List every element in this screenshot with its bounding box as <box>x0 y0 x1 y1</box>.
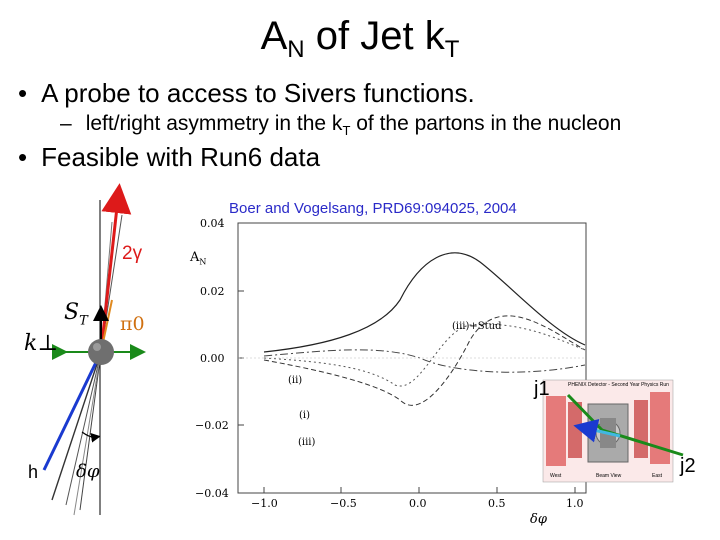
two-gamma-arrow <box>99 183 132 353</box>
ytick-4: −0.02 <box>195 419 229 432</box>
ytick-5: −0.04 <box>195 487 229 500</box>
xtick-2: −0.5 <box>330 497 357 510</box>
label-jet1: j1 <box>534 378 550 400</box>
bullet-sivers: • A probe to access to Sivers functions. <box>18 78 475 108</box>
curve-label-iii: (iii) <box>298 437 316 448</box>
ytick-3: 0.00 <box>200 352 225 365</box>
ytick-2: 0.02 <box>200 285 225 298</box>
detector-east: East <box>652 473 663 479</box>
label-spin: ST <box>64 300 88 329</box>
curve-label-iii-stud: (iii)+Stud <box>452 321 502 332</box>
subbullet-asymmetry: – left/right asymmetry in the kT of the p… <box>60 112 622 139</box>
hadron-arrow <box>42 351 103 471</box>
plot-ylabel: AN <box>190 250 207 267</box>
asymmetry-plot <box>237 222 587 494</box>
detector-header: PHENIX Detector - Second Year Physics Ru… <box>568 382 669 388</box>
slide-title: AN of Jet kT <box>260 14 460 63</box>
curve-label-i: (i) <box>299 410 311 421</box>
kt-arrow <box>573 418 621 443</box>
label-jet2: j2 <box>680 455 696 477</box>
curve-label-ii: (ii) <box>288 375 303 386</box>
plot-xlabel: δφ <box>530 512 547 527</box>
detector-footer: Beam View <box>596 473 622 479</box>
label-hadron: h <box>28 462 39 482</box>
detector-west: West <box>550 473 562 479</box>
nucleon-ball <box>88 339 114 365</box>
label-kperp: k⊥ <box>24 331 59 356</box>
label-delta-phi: δφ <box>76 461 100 482</box>
label-pi0: π0 <box>120 313 145 335</box>
xtick-5: 1.0 <box>566 497 584 510</box>
xtick-3: 0.0 <box>409 497 427 510</box>
bullet-run6: • Feasible with Run6 data <box>18 142 321 172</box>
xtick-1: −1.0 <box>251 497 278 510</box>
xtick-4: 0.5 <box>488 497 506 510</box>
kt-schematic <box>42 183 146 516</box>
citation: Boer and Vogelsang, PRD69:094025, 2004 <box>229 200 517 217</box>
ytick-1: 0.04 <box>200 217 225 230</box>
label-two-gamma: 2γ <box>122 243 143 264</box>
